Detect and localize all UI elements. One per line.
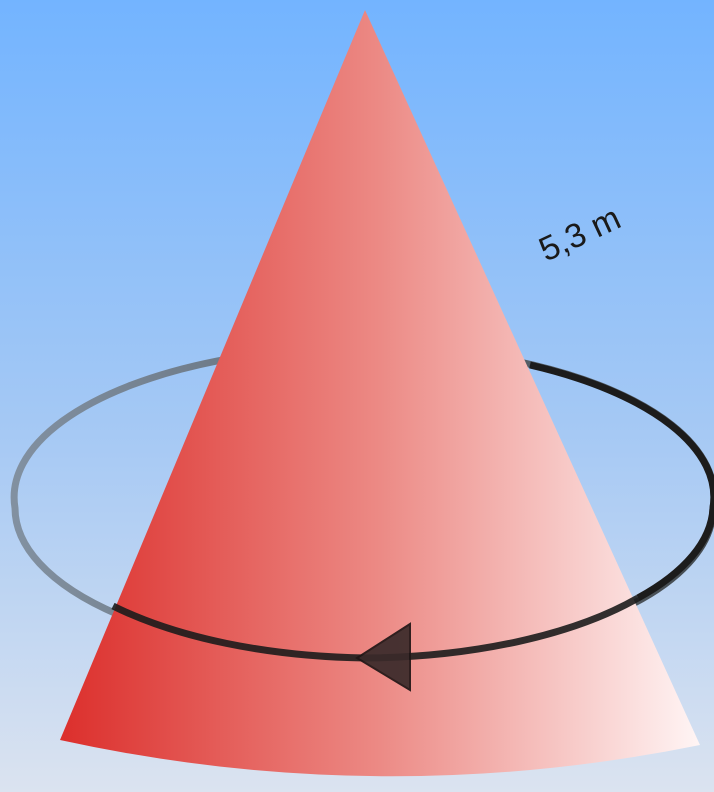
cone xyxy=(60,10,700,777)
rotation-ring-right xyxy=(529,361,714,602)
arrowhead-left-icon xyxy=(355,622,411,692)
